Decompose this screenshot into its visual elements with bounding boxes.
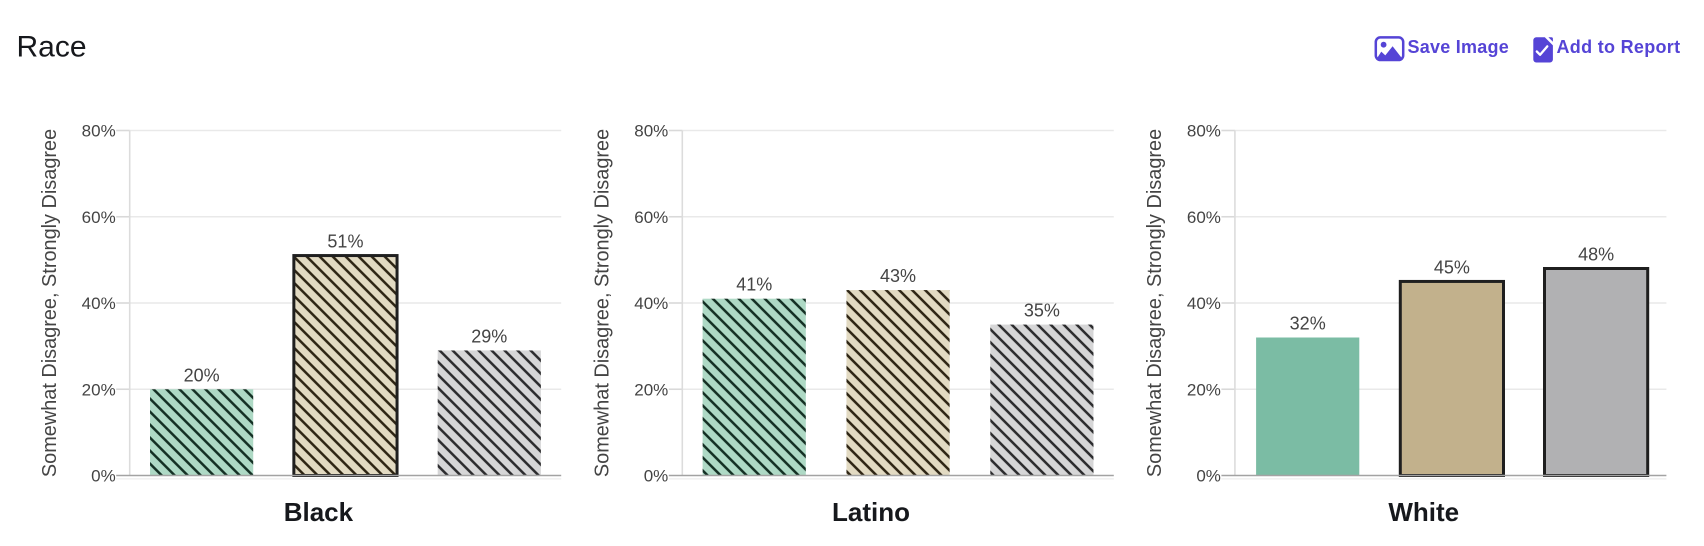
svg-text:45%: 45%	[1434, 257, 1470, 277]
svg-text:48%: 48%	[1578, 245, 1614, 265]
svg-text:0%: 0%	[644, 467, 669, 486]
svg-text:51%: 51%	[327, 232, 363, 252]
svg-text:43%: 43%	[880, 266, 916, 286]
svg-text:60%: 60%	[82, 208, 116, 227]
svg-text:60%: 60%	[634, 208, 668, 227]
svg-text:40%: 40%	[82, 294, 116, 313]
svg-text:Black: Black	[284, 497, 354, 527]
svg-text:35%: 35%	[1024, 301, 1060, 321]
svg-text:Somewhat Disagree, Strongly Di: Somewhat Disagree, Strongly Disagree	[592, 129, 614, 477]
svg-text:Save Image: Save Image	[1408, 37, 1510, 57]
svg-text:40%: 40%	[1187, 294, 1221, 313]
svg-text:20%: 20%	[184, 365, 220, 385]
svg-text:Race: Race	[17, 31, 87, 64]
svg-text:Somewhat Disagree, Strongly Di: Somewhat Disagree, Strongly Disagree	[1144, 129, 1166, 477]
svg-text:80%: 80%	[634, 122, 668, 141]
svg-text:41%: 41%	[736, 275, 772, 295]
svg-text:Somewhat Disagree, Strongly Di: Somewhat Disagree, Strongly Disagree	[39, 129, 61, 477]
svg-text:29%: 29%	[471, 326, 507, 346]
svg-text:32%: 32%	[1290, 314, 1326, 334]
svg-text:Add to Report: Add to Report	[1557, 37, 1681, 57]
svg-text:20%: 20%	[82, 380, 116, 399]
svg-text:40%: 40%	[634, 294, 668, 313]
svg-text:White: White	[1388, 497, 1459, 527]
svg-text:80%: 80%	[1187, 122, 1221, 141]
svg-text:60%: 60%	[1187, 208, 1221, 227]
svg-text:80%: 80%	[82, 122, 116, 141]
svg-text:0%: 0%	[1196, 467, 1221, 486]
svg-text:20%: 20%	[634, 380, 668, 399]
svg-text:0%: 0%	[91, 467, 116, 486]
svg-text:Latino: Latino	[832, 497, 910, 527]
svg-text:20%: 20%	[1187, 380, 1221, 399]
